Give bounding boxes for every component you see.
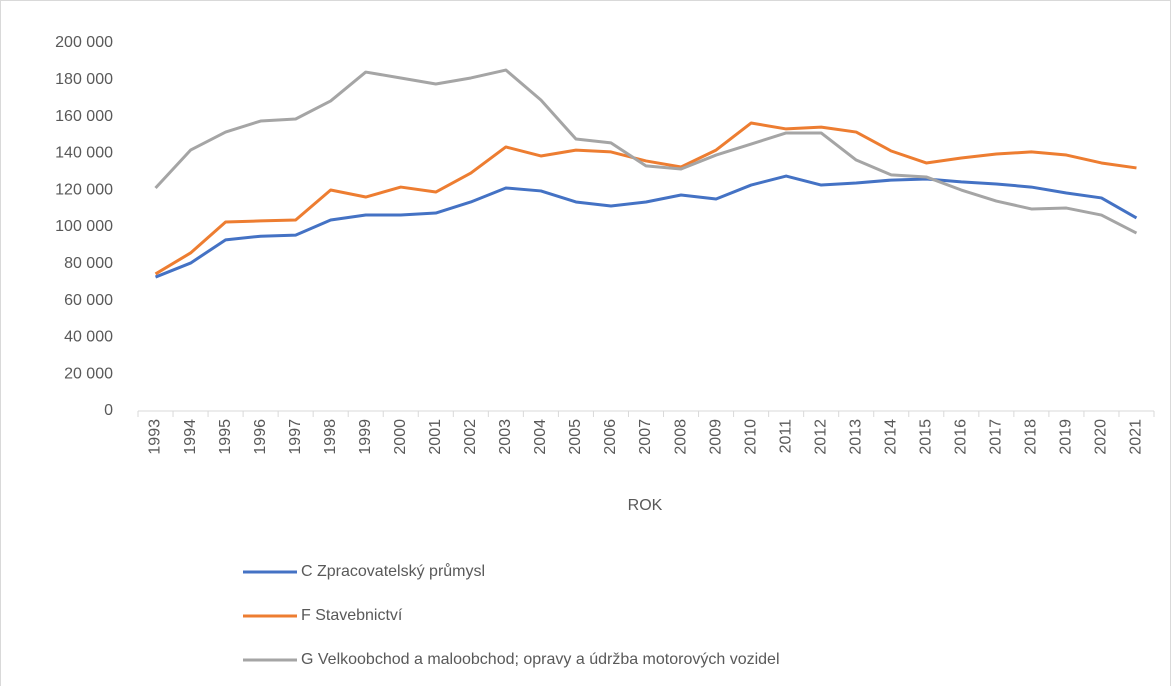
x-tick-label: 2019 <box>1058 419 1075 455</box>
x-tick-label: 1998 <box>322 419 339 455</box>
x-tick-label: 2000 <box>392 419 409 455</box>
x-tick-label: 1993 <box>147 419 164 455</box>
y-tick-label: 40 000 <box>64 329 113 346</box>
y-tick-label: 0 <box>104 402 113 419</box>
x-tick-label: 2009 <box>707 419 724 455</box>
y-tick-label: 60 000 <box>64 292 113 309</box>
x-tick-label: 2012 <box>812 419 829 455</box>
x-tick-label: 2004 <box>532 419 549 455</box>
x-tick-label: 2001 <box>427 419 444 455</box>
y-tick-label: 20 000 <box>64 365 113 382</box>
x-axis-title: ROK <box>628 497 663 514</box>
x-tick-label: 1995 <box>217 419 234 455</box>
x-tick-label: 1994 <box>182 419 199 455</box>
x-tick-label: 2020 <box>1093 419 1110 455</box>
y-tick-label: 80 000 <box>64 255 113 272</box>
x-tick-label: 2014 <box>882 419 899 455</box>
y-tick-label: 180 000 <box>55 71 113 88</box>
series-line <box>154 174 1138 279</box>
x-tick-label: 1997 <box>287 419 304 455</box>
x-tick-label: 2016 <box>953 419 970 455</box>
legend-label: C Zpracovatelský průmysl <box>301 562 485 580</box>
x-tick-label: 2015 <box>917 419 934 455</box>
x-tick-label: 2013 <box>847 419 864 455</box>
x-tick-label: 2005 <box>567 419 584 455</box>
x-tick-label: 2017 <box>988 419 1005 455</box>
y-tick-label: 160 000 <box>55 108 113 125</box>
legend-label: F Stavebnictví <box>301 607 403 624</box>
x-tick-label: 1999 <box>357 419 374 455</box>
x-tick-label: 2018 <box>1023 419 1040 455</box>
series-line <box>154 68 1138 235</box>
x-tick-label: 2006 <box>602 419 619 455</box>
x-tick-label: 2007 <box>637 419 654 455</box>
x-tick-label: 2003 <box>497 419 514 455</box>
x-tick-label: 2010 <box>742 419 759 455</box>
y-tick-label: 200 000 <box>55 34 113 51</box>
y-tick-label: 140 000 <box>55 145 113 162</box>
x-tick-label: 2002 <box>462 419 479 455</box>
legend-label: G Velkoobchod a maloobchod; opravy a údr… <box>301 651 780 668</box>
y-tick-label: 120 000 <box>55 181 113 198</box>
x-tick-label: 1996 <box>252 419 269 455</box>
y-tick-label: 100 000 <box>55 218 113 235</box>
series-line <box>154 121 1137 276</box>
x-tick-label: 2021 <box>1128 419 1145 455</box>
x-tick-label: 2011 <box>777 419 794 454</box>
x-tick-label: 2008 <box>672 419 689 455</box>
